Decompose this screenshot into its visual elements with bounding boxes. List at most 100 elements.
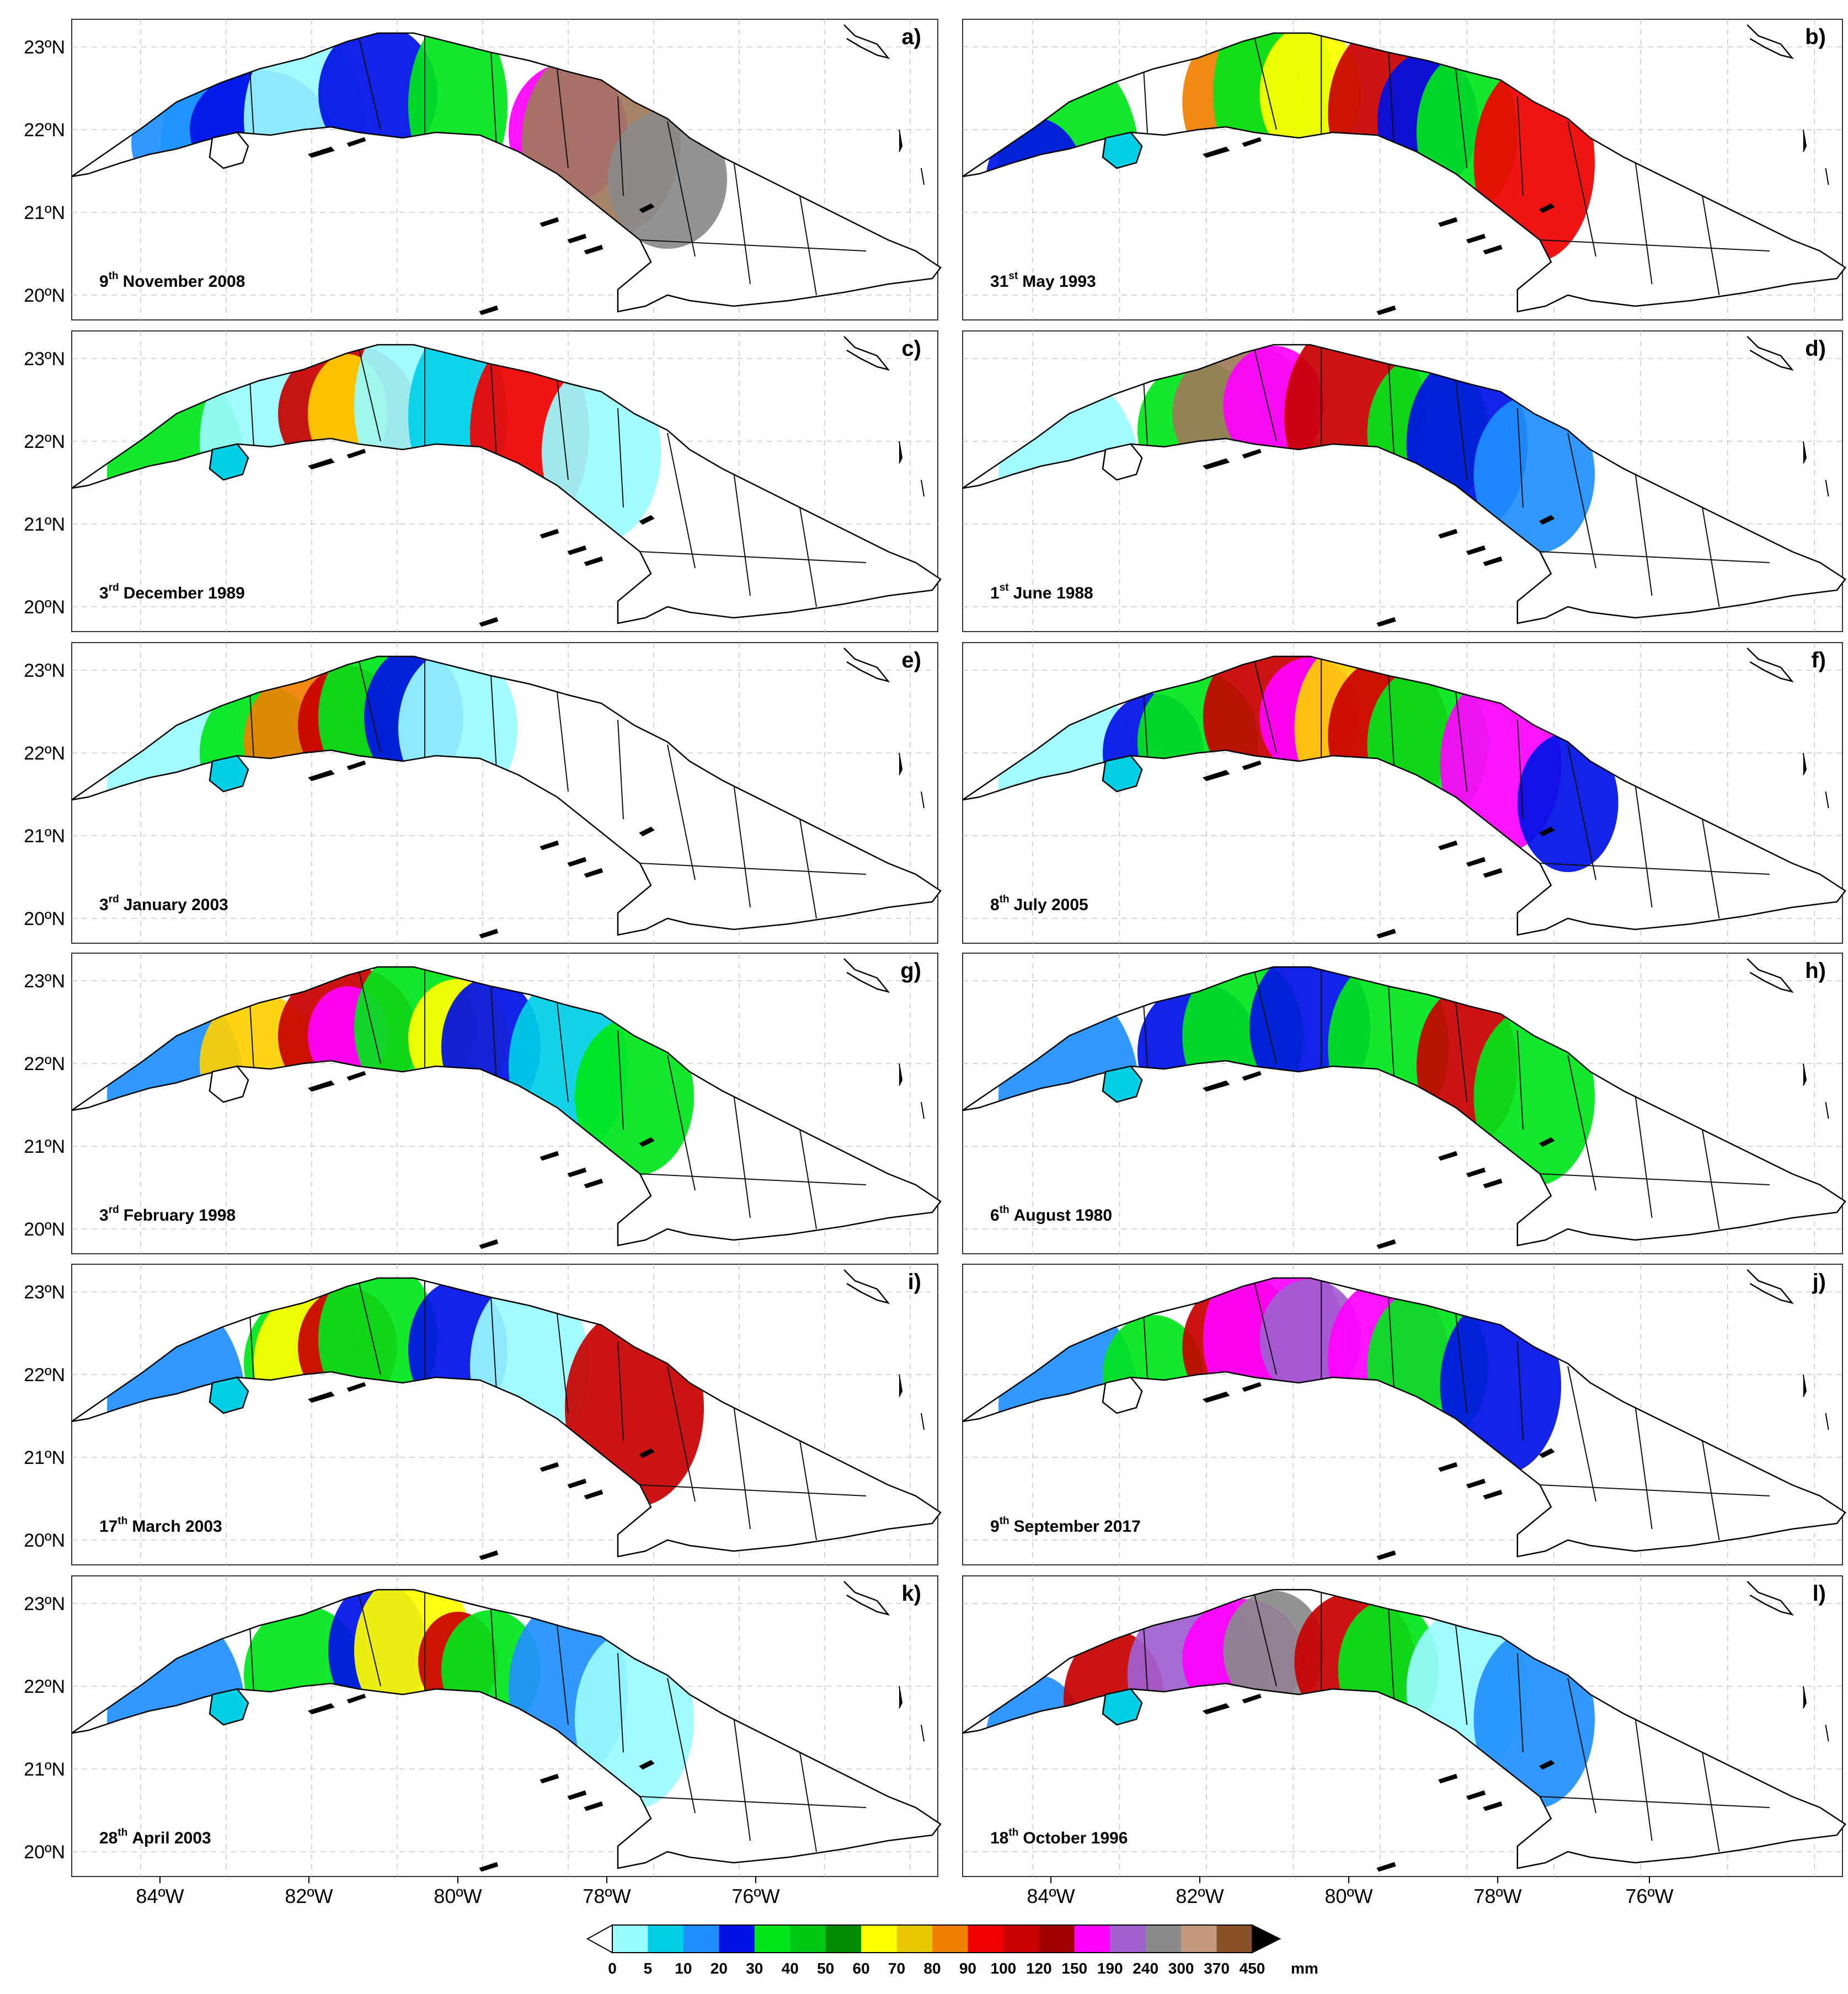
longitude-label: 78ºW	[1473, 1885, 1521, 1907]
longitude-label: 76ºW	[1625, 1885, 1673, 1907]
date-day: 8	[990, 896, 1000, 914]
date-month-year: November 2008	[123, 272, 245, 291]
colorbar-swatch	[861, 1925, 898, 1953]
date-month-year: May 1993	[1022, 272, 1096, 291]
province-boundaries	[1141, 969, 1770, 1229]
province-boundaries	[248, 347, 867, 607]
date-ordinal: th	[109, 270, 119, 282]
colorbar-tick-label: 5	[644, 1960, 653, 1977]
florida-coast	[1746, 336, 1794, 371]
date-ordinal: th	[117, 1827, 127, 1838]
colorbar-swatch	[719, 1925, 755, 1953]
event-date-label: 3rd February 1998	[99, 1204, 236, 1225]
florida-coast	[843, 958, 890, 993]
colorbar-swatch	[1039, 1925, 1075, 1953]
rainfall-region	[575, 1017, 694, 1176]
date-ordinal: th	[1000, 1515, 1010, 1527]
cuba-coastline	[71, 1277, 942, 1558]
colorbar-swatch	[968, 1925, 1004, 1953]
latitude-label: 20ºN	[24, 908, 65, 929]
colorbar-swatch	[1145, 1925, 1182, 1953]
cays	[308, 441, 925, 627]
province-boundaries	[248, 1280, 867, 1541]
latitude-label: 20ºN	[24, 1530, 65, 1551]
province-boundaries	[248, 35, 867, 296]
longitude-label: 78ºW	[583, 1885, 631, 1907]
colorbar-tick-label: 370	[1204, 1960, 1230, 1977]
date-month-year: September 2017	[1014, 1517, 1141, 1536]
colorbar-swatch	[932, 1925, 968, 1953]
isla-de-la-juventud	[1102, 1065, 1143, 1103]
colorbar-tick-label: 150	[1061, 1960, 1087, 1977]
date-month-year: January 2003	[124, 896, 228, 914]
date-day: 6	[990, 1206, 1000, 1225]
cays	[308, 1686, 925, 1872]
colorbar-tick-label: 100	[991, 1960, 1017, 1977]
colorbar-swatch	[612, 1925, 648, 1953]
rainfall-region	[575, 1630, 694, 1809]
panel-letter: c)	[901, 336, 921, 361]
latitude-label: 20ºN	[24, 1842, 65, 1863]
colorbar-tick-label: 190	[1097, 1960, 1123, 1977]
cuba-coastline	[71, 1589, 942, 1869]
cuba-coastline	[962, 966, 1846, 1247]
latitude-label: 22ºN	[24, 1054, 65, 1074]
panel-letter: g)	[900, 959, 921, 983]
latitude-label: 23ºN	[24, 1594, 65, 1615]
latitude-label: 21ºN	[24, 1136, 65, 1157]
province-boundaries	[248, 969, 867, 1229]
date-ordinal: st	[1000, 582, 1010, 594]
isla-de-la-juventud	[209, 1376, 249, 1414]
date-month-year: June 1988	[1013, 584, 1093, 602]
colorbar-swatch	[1110, 1925, 1146, 1953]
colorbar-tick-label: 80	[923, 1960, 941, 1977]
event-date-label: 9th November 2008	[99, 270, 245, 291]
isla-de-la-juventud	[1102, 1376, 1143, 1414]
date-day: 9	[99, 272, 109, 291]
event-date-label: 8th July 2005	[990, 894, 1088, 914]
latitude-label: 23ºN	[24, 971, 65, 992]
cays	[308, 129, 925, 316]
event-date-label: 18th October 1996	[990, 1827, 1128, 1847]
latitude-label: 21ºN	[24, 514, 65, 535]
cuba-coastline	[962, 655, 1846, 936]
cays	[1202, 129, 1829, 316]
date-day: 31	[990, 272, 1008, 291]
latitude-label: 22ºN	[24, 1676, 65, 1697]
isla-de-la-juventud	[209, 1688, 249, 1726]
cuba-coastline	[962, 32, 1846, 313]
colorbar-swatch	[825, 1925, 862, 1953]
date-day: 17	[99, 1517, 117, 1536]
latitude-label: 23ºN	[24, 37, 65, 58]
colorbar-swatch	[683, 1925, 719, 1953]
florida-coast	[1746, 958, 1794, 993]
rainfall-region	[318, 33, 437, 163]
longitude-label: 80ºW	[1324, 1885, 1372, 1907]
latitude-label: 22ºN	[24, 431, 65, 452]
colorbar-tick-label: 30	[746, 1960, 763, 1977]
cuba-coastline	[71, 966, 942, 1247]
florida-coast	[1746, 1269, 1794, 1305]
panel-letter: k)	[901, 1581, 921, 1606]
province-boundaries	[1141, 1592, 1770, 1852]
cuba-coastline	[71, 655, 942, 936]
longitude-label: 84ºW	[1027, 1885, 1075, 1907]
colorbar-swatch	[1074, 1925, 1110, 1953]
cays	[308, 1063, 925, 1249]
colorbar-tick-label: 50	[817, 1960, 834, 1977]
date-day: 3	[99, 1206, 109, 1225]
map-panel-e: e) 3rd January 2003	[71, 642, 942, 944]
florida-coast	[843, 336, 890, 371]
longitude-label: 76ºW	[731, 1885, 779, 1907]
latitude-label: 21ºN	[24, 1447, 65, 1468]
cays	[1202, 1686, 1829, 1872]
latitude-label: 23ºN	[24, 660, 65, 681]
colorbar-swatch	[754, 1925, 791, 1953]
date-day: 1	[990, 584, 1000, 602]
rainfall-region	[1473, 395, 1595, 554]
rainfall-region	[1473, 1007, 1595, 1186]
cays	[308, 752, 925, 939]
cays	[1202, 1374, 1829, 1560]
latitude-label: 22ºN	[24, 1365, 65, 1386]
longitude-label: 82ºW	[1176, 1885, 1224, 1907]
